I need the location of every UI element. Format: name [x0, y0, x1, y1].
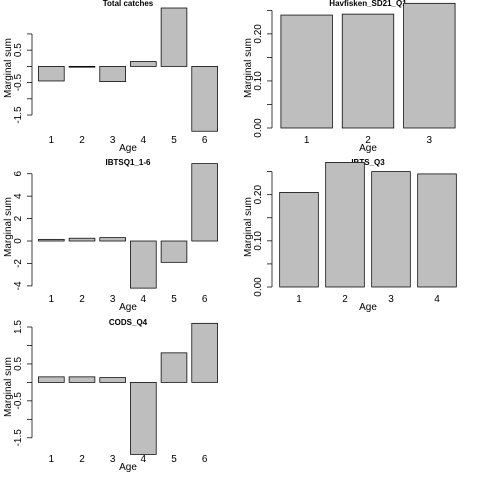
bar-age-3 — [371, 171, 411, 288]
bar-age-1 — [280, 14, 333, 129]
x-tick-label: 3 — [110, 454, 116, 465]
x-tick-label: 1 — [296, 294, 302, 305]
y-tick-label: 0.10 — [253, 71, 264, 91]
bar-age-4 — [130, 382, 157, 455]
chart-title: IBTS_Q3 — [351, 158, 385, 167]
y-tick-label: 0.20 — [253, 185, 264, 205]
y-tick-label: 0.10 — [253, 231, 264, 251]
y-tick-label: 6 — [13, 171, 24, 177]
y-tick-label: 0.5 — [13, 357, 24, 371]
x-tick-label: 4 — [141, 294, 147, 305]
y-axis-label: Marginal sum — [3, 38, 14, 98]
y-tick-label: -1.5 — [13, 429, 24, 447]
x-tick-label: 3 — [388, 294, 394, 305]
bar-age-5 — [160, 240, 188, 263]
bar-age-4 — [130, 61, 157, 67]
x-tick-label: 2 — [79, 454, 85, 465]
y-tick-label: -0.5 — [13, 392, 24, 410]
y-tick-label: 1.5 — [13, 320, 24, 334]
bar-age-2 — [341, 13, 395, 129]
x-tick-label: 1 — [49, 454, 55, 465]
bar-age-6 — [191, 322, 218, 383]
bar-age-4 — [130, 240, 157, 289]
x-axis-label: Age — [119, 462, 137, 473]
bar-age-3 — [99, 66, 126, 82]
y-tick-label: -1.5 — [13, 106, 24, 124]
bar-age-2 — [325, 162, 365, 288]
x-tick-label: 3 — [427, 135, 433, 146]
bar-age-3 — [99, 377, 126, 383]
x-tick-label: 5 — [171, 294, 177, 305]
x-axis-label: Age — [359, 302, 377, 313]
x-tick-label: 2 — [79, 294, 85, 305]
x-tick-label: 2 — [342, 294, 348, 305]
x-axis-label: Age — [119, 143, 137, 154]
x-tick-label: 6 — [202, 135, 208, 146]
bar-age-2 — [68, 66, 96, 68]
x-axis-label: Age — [119, 302, 137, 313]
chart-panel-5: CODS_Q4 1 2 3 4 5 6 -1.5 -0.5 0.5 1.5 Marginal sum A… — [3, 318, 218, 473]
x-tick-label: 4 — [141, 135, 147, 146]
x-tick-label: 6 — [202, 294, 208, 305]
y-axis-label: Marginal sum — [243, 38, 254, 98]
bar-age-6 — [191, 66, 218, 132]
bar-age-5 — [160, 7, 188, 67]
bar-age-2 — [68, 237, 96, 242]
chart-title: Havfisken_SD21_Q1 — [329, 0, 407, 8]
bar-age-4 — [417, 173, 457, 288]
x-axis-label: Age — [359, 143, 377, 154]
y-tick-label: 0.00 — [253, 118, 264, 138]
bar-age-2 — [68, 376, 96, 383]
x-tick-label: 4 — [434, 294, 440, 305]
bar-age-6 — [191, 163, 218, 242]
y-tick-label: -2 — [13, 259, 24, 268]
y-axis-label: Marginal sum — [243, 197, 254, 257]
x-tick-label: 2 — [79, 135, 85, 146]
bar-age-1 — [38, 66, 65, 82]
y-tick-label: 0.00 — [253, 277, 264, 297]
chart-title: Total catches — [103, 0, 154, 8]
y-tick-label: 0.20 — [253, 24, 264, 44]
chart-title: CODS_Q4 — [109, 318, 148, 327]
y-tick-label: 0 — [13, 238, 24, 244]
bar-age-3 — [99, 237, 126, 242]
chart-panel-2: Havfisken_SD21_Q1 1 2 3 0.00 0.10 0.20Marginal… — [243, 0, 456, 154]
x-tick-label: 2 — [365, 135, 371, 146]
y-tick-label: -4 — [13, 281, 24, 290]
y-tick-label: 2 — [13, 215, 24, 221]
x-tick-label: 6 — [202, 454, 208, 465]
bar-age-1 — [38, 238, 65, 242]
y-axis-label: Marginal sum — [3, 357, 14, 417]
chart-title: IBTSQ1_1-6 — [106, 158, 151, 167]
chart-panel-3: IBTSQ1_1-6 1 2 3 4 5 6 -4 -2 0 2 4 6 Marginal sum Age — [3, 158, 218, 313]
bar-age-5 — [160, 352, 188, 383]
y-tick-label: 4 — [13, 193, 24, 199]
bar-age-1 — [279, 192, 319, 288]
bar-age-3 — [403, 2, 456, 129]
x-tick-label: 3 — [110, 294, 116, 305]
x-tick-label: 1 — [49, 135, 55, 146]
y-tick-label: -0.5 — [13, 74, 24, 92]
y-tick-label: 0.5 — [13, 43, 24, 57]
x-tick-label: 1 — [49, 294, 55, 305]
x-tick-label: 5 — [171, 454, 177, 465]
x-tick-label: 3 — [110, 135, 116, 146]
x-tick-label: 5 — [171, 135, 177, 146]
bar-age-1 — [38, 376, 65, 383]
x-tick-label: 4 — [141, 454, 147, 465]
x-tick-label: 1 — [304, 135, 310, 146]
y-axis-label: Marginal sum — [3, 197, 14, 257]
